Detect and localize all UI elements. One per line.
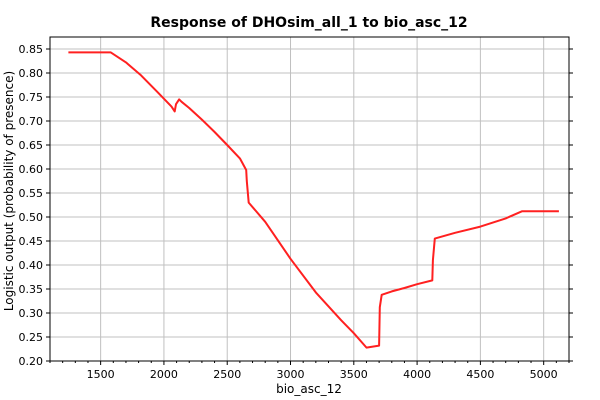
y-tick-label: 0.70 <box>19 115 44 128</box>
grid <box>50 37 569 362</box>
y-tick-label: 0.50 <box>19 211 44 224</box>
y-axis-label: Logistic output (probability of presence… <box>2 71 16 311</box>
series-line <box>68 51 559 349</box>
chart-title: Response of DHOsim_all_1 to bio_asc_12 <box>150 15 467 31</box>
x-tick-label: 4500 <box>466 368 494 381</box>
y-tick-label: 0.75 <box>19 91 44 104</box>
x-tick-label: 2500 <box>213 368 241 381</box>
y-tick-label: 0.65 <box>19 139 44 152</box>
x-tick-label: 4000 <box>403 368 431 381</box>
ticks: 1500 2000 2500 3000 3500 4000 4500 5000 0.20 0.25… <box>19 43 573 381</box>
y-tick-label: 0.20 <box>19 355 44 368</box>
y-tick-label: 0.55 <box>19 187 44 200</box>
y-tick-label: 0.45 <box>19 235 44 248</box>
y-tick-label: 0.60 <box>19 163 44 176</box>
x-tick-label: 1500 <box>87 368 115 381</box>
x-tick-label: 5000 <box>530 368 558 381</box>
y-tick-label: 0.80 <box>19 67 44 80</box>
x-tick-label: 3000 <box>277 368 305 381</box>
series-group <box>68 51 559 349</box>
y-tick-label: 0.40 <box>19 259 44 272</box>
y-tick-label: 0.30 <box>19 307 44 320</box>
y-tick-label: 0.85 <box>19 43 44 56</box>
plot-frame <box>49 36 570 362</box>
x-tick-label: 2000 <box>150 368 178 381</box>
x-axis-label: bio_asc_12 <box>276 382 342 396</box>
y-tick-label: 0.25 <box>19 331 44 344</box>
y-tick-label: 0.35 <box>19 283 44 296</box>
x-tick-label: 3500 <box>340 368 368 381</box>
